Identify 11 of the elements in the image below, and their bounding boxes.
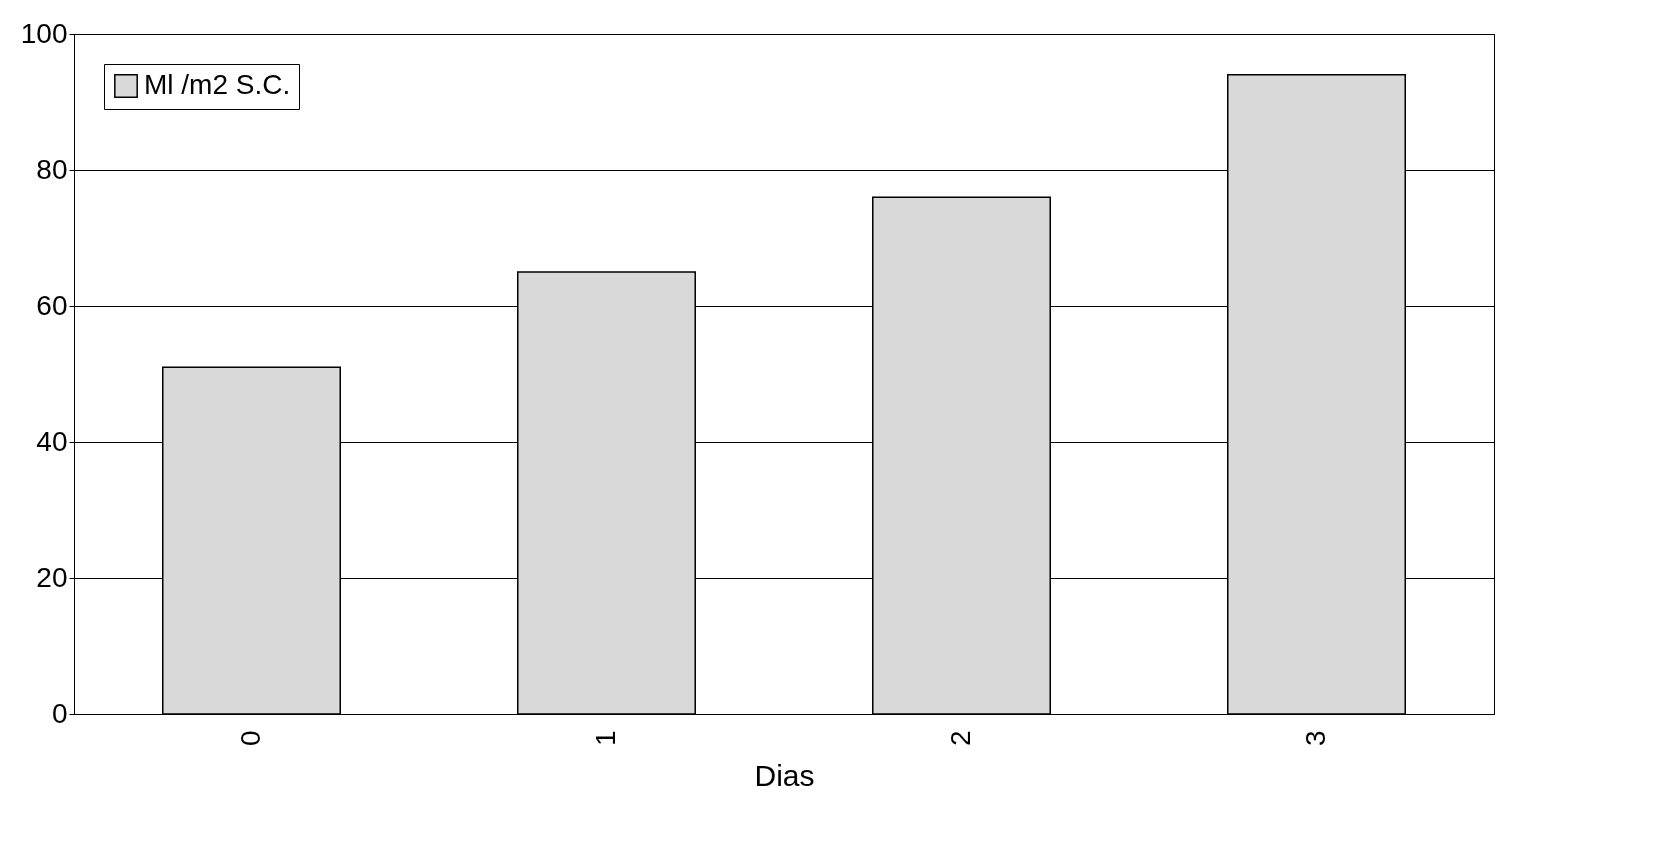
x-tick-label: 3 <box>1299 730 1331 747</box>
y-tick-label: 60 <box>36 289 68 321</box>
x-tick-label: 0 <box>234 730 266 747</box>
y-tick-label: 40 <box>36 425 68 457</box>
x-axis-title: Dias <box>754 759 815 793</box>
legend-label: Ml /m2 S.C. <box>144 69 291 100</box>
y-tick-label: 100 <box>20 17 68 49</box>
x-tick-label: 1 <box>589 730 621 747</box>
x-tick-label: 2 <box>944 730 976 747</box>
y-tick-label: 80 <box>36 153 68 185</box>
y-tick-label: 20 <box>36 561 68 593</box>
